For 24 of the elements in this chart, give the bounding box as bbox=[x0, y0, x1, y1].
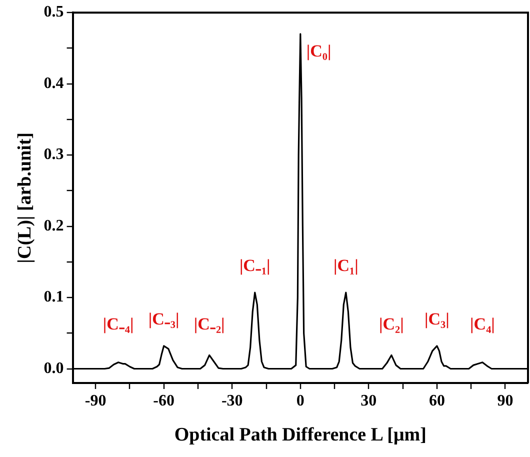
annotation: |C₃| bbox=[424, 309, 450, 328]
y-tick-label: 0.4 bbox=[44, 74, 64, 92]
annotation: |C₁| bbox=[333, 256, 358, 275]
x-tick-label: -90 bbox=[84, 392, 106, 410]
y-tick-label: 0.0 bbox=[44, 360, 64, 377]
x-tick-label: 60 bbox=[428, 392, 445, 410]
x-axis-title: Optical Path Difference L [μm] bbox=[174, 424, 426, 446]
y-tick-label: 0.3 bbox=[44, 146, 64, 164]
y-tick-label: 0.1 bbox=[44, 288, 64, 306]
x-tick-label: 30 bbox=[360, 392, 377, 410]
x-tick-label: 90 bbox=[497, 392, 514, 410]
annotation: |C₋₃| bbox=[148, 309, 180, 328]
annotation: |C₋₁| bbox=[239, 256, 270, 275]
annotation: |C₀| bbox=[306, 41, 332, 60]
y-axis-title: |C(L)| [arb.unit] bbox=[14, 132, 36, 264]
x-tick-label: -60 bbox=[153, 392, 175, 410]
annotation: |C₂| bbox=[379, 314, 404, 334]
annotation: |C₋₂| bbox=[194, 314, 225, 334]
annotation: |C₋₄| bbox=[102, 314, 134, 334]
x-tick-label: -30 bbox=[221, 392, 243, 410]
y-tick-label: 0.2 bbox=[44, 217, 64, 234]
x-tick-label: 0 bbox=[296, 392, 304, 410]
y-tick-label: 0.5 bbox=[44, 4, 64, 21]
annotation: |C₄| bbox=[470, 314, 495, 334]
